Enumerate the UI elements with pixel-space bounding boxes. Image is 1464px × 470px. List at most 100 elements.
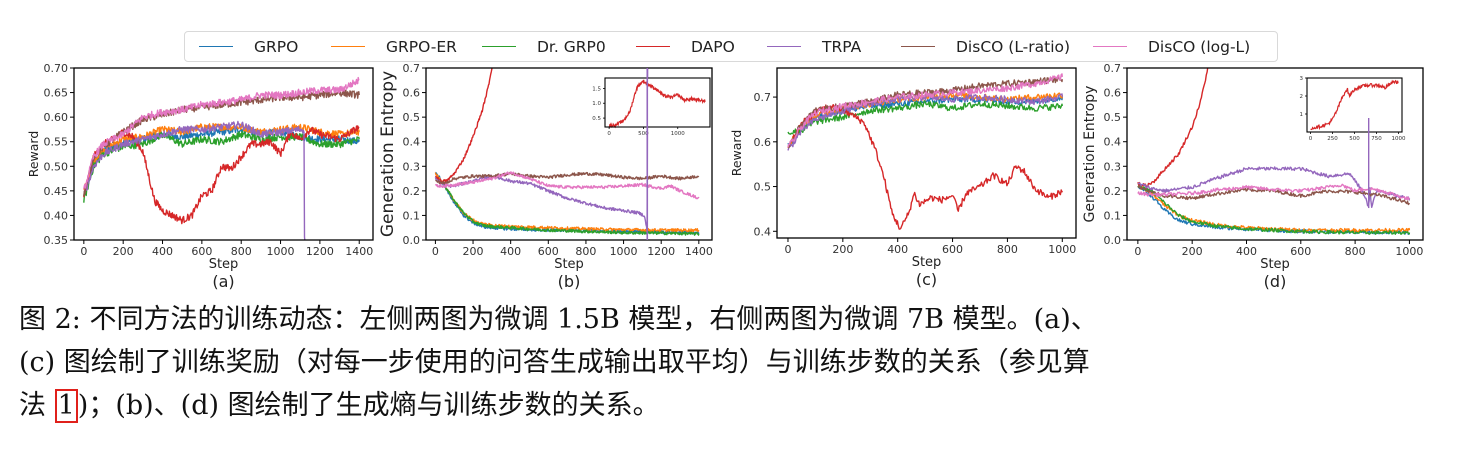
x-tick-label: 400 [152,245,173,258]
inset-plot: 0 500 1000 0.5 1.0 1.5 [592,77,711,137]
legend-label: DisCO (L-ratio) [956,37,1071,56]
y-tick-label: 0.1 [403,209,421,222]
series-line-dr-grp0 [83,130,360,203]
x-tick-label: 800 [1345,245,1366,258]
inset-y-tick-label: 1.5 [592,86,601,92]
inset-series-line-dapo [608,79,706,129]
y-tick-label: 0.40 [44,209,69,222]
panel-c: 0 200 400 600 800 1000 0.4 0.5 0.6 0.7 Step(c) Rewa… [729,67,1077,289]
plot-frame [1126,67,1424,241]
x-tick-label: 1200 [647,245,675,258]
inset-x-tick-label: 1000 [671,131,685,137]
panel-label: (c) [916,270,937,289]
plot-frame [776,67,1077,239]
x-tick-label: 200 [463,245,484,258]
caption-text: )；(b)、(d) 图绘制了生成熵与训练步数的关系。 [77,390,660,421]
x-tick-label: 800 [575,245,596,258]
y-tick-label: 0.60 [44,111,69,124]
x-tick-label: 600 [538,245,559,258]
plot-frame [73,67,374,241]
series-line-dr-grp0 [1137,184,1411,236]
series-line-dapo [83,125,360,225]
legend-item-grpo: GRPO [199,32,298,61]
legend-swatch [767,46,801,47]
inset-x-tick-label: 750 [1371,136,1382,142]
y-axis-label: Reward [729,130,744,177]
legend-item-trpa: TRPA [767,32,861,61]
y-tick-label: 0.5 [754,181,772,194]
inset-x-tick-label: 0 [1309,136,1313,142]
legend-swatch [636,46,670,47]
series-line-trpa [787,93,1063,151]
x-tick-label: 600 [191,245,212,258]
x-tick-label: 0 [784,243,791,256]
y-tick-label: 0.4 [754,225,772,238]
inset-plot: 0 250 500 750 1000 1 2 3 [1300,76,1406,142]
series-line-trpa [1137,166,1411,209]
y-tick-label: 0.70 [44,62,69,75]
x-tick-label: 1000 [267,245,295,258]
y-tick-label: 0.7 [1104,62,1122,75]
y-tick-label: 0.55 [44,136,69,149]
inset-x-tick-label: 250 [1327,136,1338,142]
y-tick-label: 0.6 [1104,87,1122,100]
y-axis-label: Generation Entropy [378,71,398,237]
y-tick-label: 0.0 [403,234,421,247]
x-tick-label: 600 [1290,245,1311,258]
inset-y-tick-label: 1.0 [592,101,601,107]
y-tick-label: 0.50 [44,160,69,173]
inset-x-tick-label: 1000 [1391,136,1405,142]
x-tick-label: 0 [1134,245,1141,258]
x-tick-label: 600 [942,243,963,256]
x-tick-label: 400 [1236,245,1257,258]
x-tick-label: 800 [231,245,252,258]
x-tick-label: 1200 [306,245,334,258]
inset-series-line-dapo [1310,79,1399,131]
series-line-disco-log-l- [434,171,700,200]
figure: 0 200 400 600 800 1000 1200 1400 0.35 0.40 0.45 0.5… [26,31,1424,291]
inset-y-tick-label: 1 [1300,112,1304,118]
x-tick-label: 0 [80,245,87,258]
x-axis-label: Step [554,257,584,272]
series-line-trpa [83,120,306,240]
series-line-disco-l-ratio- [435,171,700,185]
legend-item-disco-log-l: DisCO (log-L) [1093,32,1250,61]
legend-swatch [901,46,935,47]
series-line-disco-log-l- [83,76,360,189]
legend-item-grpo-er: GRPO-ER [331,32,457,61]
y-axis-label: Generation Entropy [1082,86,1098,223]
series-line-grpo-er [83,122,360,190]
y-tick-label: 0.35 [44,234,69,247]
series-line-disco-log-l- [787,73,1063,148]
legend-item-dr-grpo: Dr. GRP0 [482,32,606,61]
y-tick-label: 0.6 [403,87,421,100]
panel-a: 0 200 400 600 800 1000 1200 1400 0.35 0.40 0.45 0.5… [26,62,374,291]
legend-swatch [199,46,233,47]
y-tick-label: 0.2 [1104,185,1122,198]
x-tick-label: 1400 [685,245,713,258]
inset-y-tick-label: 3 [1300,76,1304,82]
series-line-dapo [434,68,493,184]
panel-d: 0 200 400 600 800 1000 0.0 0.1 0.2 0.3 0.4 0.5 0.6 0.… [1082,62,1424,291]
x-tick-label: 400 [500,245,521,258]
legend-item-disco-l-ratio: DisCO (L-ratio) [901,32,1070,61]
x-tick-label: 1000 [1048,243,1076,256]
x-tick-label: 1000 [610,245,638,258]
algorithm-reference-link[interactable]: 1 [54,389,78,423]
inset-background [605,78,710,127]
y-tick-label: 0.2 [403,185,421,198]
legend: GRPO GRPO-ER Dr. GRP0 DAPO TRPA DisCO (L… [184,31,1278,62]
x-tick-label: 200 [1182,245,1203,258]
panel-label: (d) [1264,272,1287,291]
series-line-dr-grp0 [787,99,1063,135]
panel-b: 0 200 400 600 800 1000 1200 1400 0.0 0.1 0.2 0.3 0.4… [378,62,713,291]
legend-swatch [331,46,365,47]
y-tick-label: 0.65 [44,87,69,100]
y-tick-label: 0.3 [403,160,421,173]
y-tick-label: 0.5 [403,111,421,124]
y-tick-label: 0.3 [1104,160,1122,173]
y-axis-label: Reward [26,131,41,178]
series-group [1137,68,1411,236]
series-group [83,76,360,240]
plots-svg: 0 200 400 600 800 1000 1200 14000.350.400.450.5… [26,62,1424,291]
